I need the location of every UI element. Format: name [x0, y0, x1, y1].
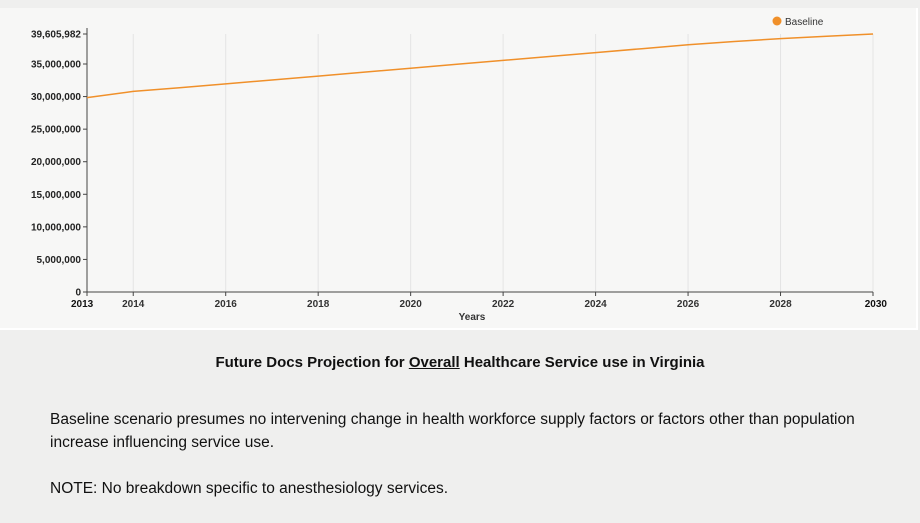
x-tick-label: 2018 [307, 299, 330, 310]
caption-text-before: Future Docs Projection for [215, 354, 409, 371]
x-tick-label: 2013 [71, 299, 94, 310]
axes [86, 28, 873, 293]
legend-label-baseline: Baseline [785, 17, 824, 28]
x-tick-label: 2014 [122, 299, 145, 310]
caption-underlined-word: Overall [408, 354, 460, 371]
x-tick-labels: 2013 2014 2016 2018 2020 2022 2024 2026 2028 2030 [71, 292, 887, 310]
x-axis-title: Years [459, 312, 486, 323]
x-tick-label: 2028 [769, 299, 792, 310]
y-tick-label: 5,000,000 [37, 255, 82, 266]
y-tick-label: 35,000,000 [31, 60, 81, 71]
y-tick-label: 39,605,982 [31, 30, 81, 41]
y-tick-labels: 0 5,000,000 10,000,000 15,000,000 20,000,000… [31, 30, 87, 299]
x-tick-label: 2022 [492, 299, 515, 310]
y-tick-label: 20,000,000 [31, 157, 81, 168]
y-tick-label: 0 [75, 288, 81, 299]
x-tick-label: 2024 [584, 299, 607, 310]
y-tick-label: 15,000,000 [31, 190, 81, 201]
baseline-scenario-note: Baseline scenario presumes no intervenin… [50, 411, 855, 451]
y-tick-label: 10,000,000 [31, 222, 81, 233]
series-lines [86, 33, 874, 99]
series-line-baseline [86, 33, 874, 99]
x-tick-label: 2030 [865, 299, 888, 310]
chart-caption: Future Docs Projection for Overall Healt… [0, 354, 920, 371]
line-chart: 0 5,000,000 10,000,000 15,000,000 20,000,000… [31, 16, 887, 323]
legend: Baseline [772, 16, 824, 28]
y-tick-label: 25,000,000 [31, 125, 81, 136]
caption-text-after: Healthcare Service use in Virginia [459, 354, 705, 371]
grid-lines [132, 34, 874, 292]
x-tick-label: 2026 [677, 299, 700, 310]
x-tick-label: 2016 [215, 299, 238, 310]
anesthesiology-note: NOTE: No breakdown specific to anesthesi… [50, 480, 449, 497]
x-tick-label: 2020 [400, 299, 423, 310]
chart-panel: 0 5,000,000 10,000,000 15,000,000 20,000,000… [0, 8, 918, 330]
y-tick-label: 30,000,000 [31, 92, 81, 103]
legend-swatch [772, 16, 782, 26]
